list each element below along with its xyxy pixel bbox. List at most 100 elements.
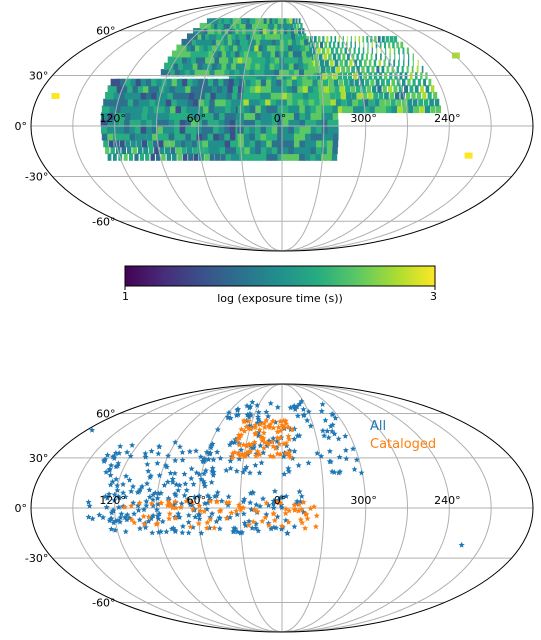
all-source-point bbox=[287, 404, 294, 411]
legend-all: All bbox=[370, 419, 386, 434]
colorbar-min-label: 1 bbox=[122, 290, 129, 303]
exposure-cell bbox=[225, 85, 233, 93]
all-source-point bbox=[225, 493, 232, 500]
exposure-cell bbox=[407, 78, 411, 87]
exposure-cell bbox=[331, 105, 338, 114]
all-source-point bbox=[146, 474, 153, 480]
exposure-cell bbox=[132, 92, 141, 100]
exposure-cell bbox=[276, 126, 283, 134]
exposure-cell bbox=[124, 105, 132, 114]
exposure-cell bbox=[371, 65, 375, 74]
exposure-cell bbox=[134, 112, 142, 120]
exposure-cell bbox=[190, 126, 197, 134]
exposure-cell bbox=[139, 119, 147, 127]
exposure-cell bbox=[283, 44, 289, 52]
exposure-cell bbox=[248, 126, 255, 134]
exposure-cell bbox=[247, 98, 255, 107]
all-source-point bbox=[254, 419, 261, 426]
exposure-cell bbox=[418, 98, 423, 107]
exposure-cell bbox=[119, 98, 128, 107]
exposure-cell bbox=[101, 105, 110, 114]
exposure-cell bbox=[130, 139, 136, 148]
all-source-point bbox=[156, 510, 163, 517]
exposure-cell bbox=[258, 98, 266, 107]
exposure-cell bbox=[210, 78, 219, 87]
exposure-cell bbox=[167, 112, 175, 120]
all-source-point bbox=[179, 529, 186, 536]
exposure-cell bbox=[331, 65, 336, 74]
exposure-cell bbox=[129, 105, 137, 114]
exposure-cell bbox=[417, 78, 421, 87]
exposure-cell bbox=[265, 112, 272, 120]
cataloged-source-point bbox=[196, 502, 203, 509]
exposure-cell bbox=[286, 18, 290, 24]
exposure-cell bbox=[279, 33, 284, 40]
all-source-point bbox=[255, 413, 262, 420]
cataloged-source-point bbox=[201, 508, 208, 515]
exposure-cell bbox=[361, 65, 365, 74]
cataloged-source-point bbox=[283, 440, 290, 446]
exposure-cell bbox=[385, 36, 389, 43]
exposure-cell bbox=[365, 78, 370, 87]
all-source-point bbox=[155, 490, 162, 497]
all-source-point bbox=[225, 409, 232, 416]
exposure-cell bbox=[362, 92, 368, 100]
exposure-cell bbox=[212, 126, 219, 134]
cataloged-source-point bbox=[286, 452, 293, 458]
all-source-point bbox=[188, 475, 195, 482]
exposure-cell bbox=[253, 98, 260, 107]
exposure-cell bbox=[292, 18, 295, 24]
exposure-cell bbox=[264, 50, 271, 58]
all-source-point bbox=[137, 486, 144, 493]
exposure-cell bbox=[359, 41, 361, 49]
exposure-cell bbox=[338, 78, 344, 87]
all-source-point bbox=[172, 528, 179, 535]
exposure-cell bbox=[413, 105, 419, 114]
cataloged-source-point bbox=[236, 453, 243, 459]
graticule bbox=[31, 1, 533, 251]
all-source-point bbox=[234, 511, 241, 518]
exposure-cell bbox=[254, 56, 261, 64]
exposure-cell bbox=[346, 65, 350, 74]
exposure-cell bbox=[201, 132, 208, 141]
cataloged-source-point bbox=[252, 421, 259, 428]
exposure-cell bbox=[397, 105, 403, 114]
exposure-cell bbox=[187, 56, 196, 64]
exposure-cell bbox=[332, 119, 339, 127]
exposure-cell bbox=[393, 47, 396, 55]
all-source-point bbox=[117, 514, 124, 521]
all-source-point bbox=[185, 512, 192, 518]
all-source-point bbox=[296, 432, 303, 439]
all-source-point bbox=[115, 460, 122, 466]
all-source-point bbox=[321, 432, 328, 439]
exposure-cell bbox=[276, 119, 283, 127]
exposure-cell bbox=[401, 65, 404, 74]
exposure-cell bbox=[175, 146, 182, 155]
all-source-point bbox=[196, 471, 203, 478]
exposure-cell bbox=[298, 18, 301, 24]
all-source-point bbox=[114, 462, 121, 469]
exposure-cell bbox=[195, 78, 203, 87]
exposure-cell bbox=[401, 98, 407, 107]
exposure-cell bbox=[230, 56, 238, 64]
exposure-cell bbox=[385, 47, 387, 55]
exposure-cell bbox=[243, 44, 250, 52]
exposure-cell bbox=[324, 41, 328, 49]
exposure-cell bbox=[282, 126, 289, 134]
exposure-cell bbox=[384, 53, 387, 61]
cataloged-source-point bbox=[286, 436, 293, 442]
all-source-point bbox=[228, 439, 235, 445]
exposure-cell bbox=[414, 85, 419, 93]
exposure-cell bbox=[398, 59, 400, 67]
all-source-point bbox=[281, 470, 288, 477]
all-source-point bbox=[167, 470, 174, 476]
exposure-cell bbox=[315, 41, 319, 49]
all-source-point bbox=[252, 462, 259, 468]
exposure-cell bbox=[220, 44, 229, 52]
exposure-cell bbox=[181, 69, 190, 77]
exposure-cell bbox=[193, 62, 203, 70]
exposure-cell bbox=[402, 47, 405, 55]
all-source-point bbox=[179, 456, 186, 463]
all-source-point bbox=[326, 448, 333, 454]
exposure-cell bbox=[173, 78, 183, 87]
